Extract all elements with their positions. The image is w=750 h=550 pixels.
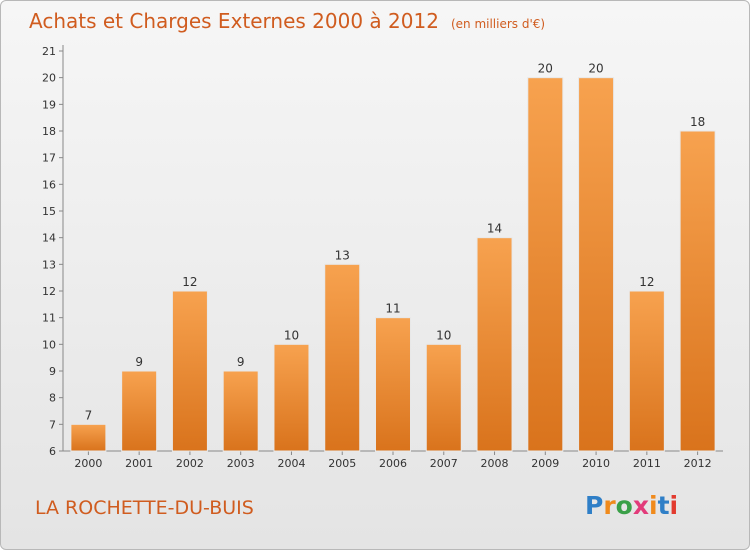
x-tick-label-2000: 2000	[74, 457, 102, 470]
y-tick-label: 12	[42, 285, 56, 298]
y-tick-label: 10	[42, 338, 56, 351]
brand-letter: r	[603, 491, 616, 520]
town-name: LA ROCHETTE-DU-BUIS	[35, 497, 254, 519]
data-label-2009: 20	[538, 62, 553, 76]
data-label-2002: 12	[182, 275, 197, 289]
y-tick-label: 15	[42, 205, 56, 218]
brand-letter: x	[632, 491, 649, 520]
data-label-2005: 13	[335, 248, 350, 262]
bar-2004	[273, 343, 310, 452]
x-tick-label-2010: 2010	[582, 457, 610, 470]
y-tick-label: 17	[42, 152, 56, 165]
x-tick-label-2002: 2002	[176, 457, 204, 470]
y-tick-label: 18	[42, 125, 56, 138]
bar-2005	[324, 263, 361, 452]
axes: 6 7 8 9 10 11 12 13 14 15 16 17 18 19 20 21 2000 2001 2002…	[42, 45, 723, 470]
data-label-2008: 14	[487, 222, 502, 236]
bar-2012	[679, 130, 716, 452]
brand-letter: o	[615, 491, 633, 520]
x-tick-label-2008: 2008	[481, 457, 509, 470]
bar-2008	[476, 237, 513, 452]
brand-letter: t	[657, 491, 670, 520]
bar-2007	[425, 343, 462, 452]
bar-2003	[222, 370, 259, 452]
bar-2000	[70, 423, 107, 452]
bar-2001	[121, 370, 158, 452]
y-tick-label: 20	[42, 72, 56, 85]
bar-2002	[171, 290, 208, 452]
chart-unit: (en milliers d'€)	[450, 17, 546, 31]
data-label-2007: 10	[436, 328, 451, 342]
x-tick-label-2005: 2005	[328, 457, 356, 470]
x-tick-label-2006: 2006	[379, 457, 407, 470]
x-tick-label-2009: 2009	[531, 457, 559, 470]
x-tick-label-2003: 2003	[227, 457, 255, 470]
proxiti-logo[interactable]: Proxiti	[585, 491, 678, 520]
y-tick-label: 8	[49, 392, 56, 405]
brand-letter: P	[585, 491, 604, 520]
brand-letter: i	[649, 491, 658, 520]
x-tick-label-2004: 2004	[277, 457, 305, 470]
y-tick-label: 6	[49, 445, 56, 458]
y-tick-label: 21	[42, 45, 56, 58]
data-label-2004: 10	[284, 328, 299, 342]
y-tick-label: 16	[42, 178, 56, 191]
bars	[70, 77, 716, 452]
data-label-2003: 9	[237, 355, 245, 369]
data-label-2001: 9	[135, 355, 143, 369]
brand-letter: i	[669, 491, 679, 520]
bar-2010	[578, 77, 615, 452]
y-tick-label: 14	[42, 232, 56, 245]
bar-2009	[527, 77, 564, 452]
x-tick-label-2001: 2001	[125, 457, 153, 470]
bar-2006	[375, 317, 411, 452]
y-tick-label: 11	[42, 312, 56, 325]
data-label-2012: 18	[690, 115, 705, 129]
y-tick-label: 7	[49, 418, 56, 431]
x-tick-label-2012: 2012	[684, 457, 712, 470]
chart-title-text: Achats et Charges Externes 2000 à 2012	[29, 9, 439, 33]
data-label-2006: 11	[385, 302, 400, 316]
data-label-2000: 7	[85, 408, 93, 422]
y-tick-label: 9	[49, 365, 56, 378]
chart-title: Achats et Charges Externes 2000 à 2012 (e…	[29, 9, 545, 33]
data-label-2011: 12	[639, 275, 654, 289]
data-labels: 7 9 12 9 10 13 11 10 14 20 20 12 18	[85, 62, 706, 423]
x-tick-label-2007: 2007	[430, 457, 458, 470]
data-label-2010: 20	[588, 62, 603, 76]
bar-2011	[628, 290, 665, 452]
y-tick-label: 19	[42, 98, 56, 111]
y-tick-label: 13	[42, 258, 56, 271]
x-tick-label-2011: 2011	[633, 457, 661, 470]
